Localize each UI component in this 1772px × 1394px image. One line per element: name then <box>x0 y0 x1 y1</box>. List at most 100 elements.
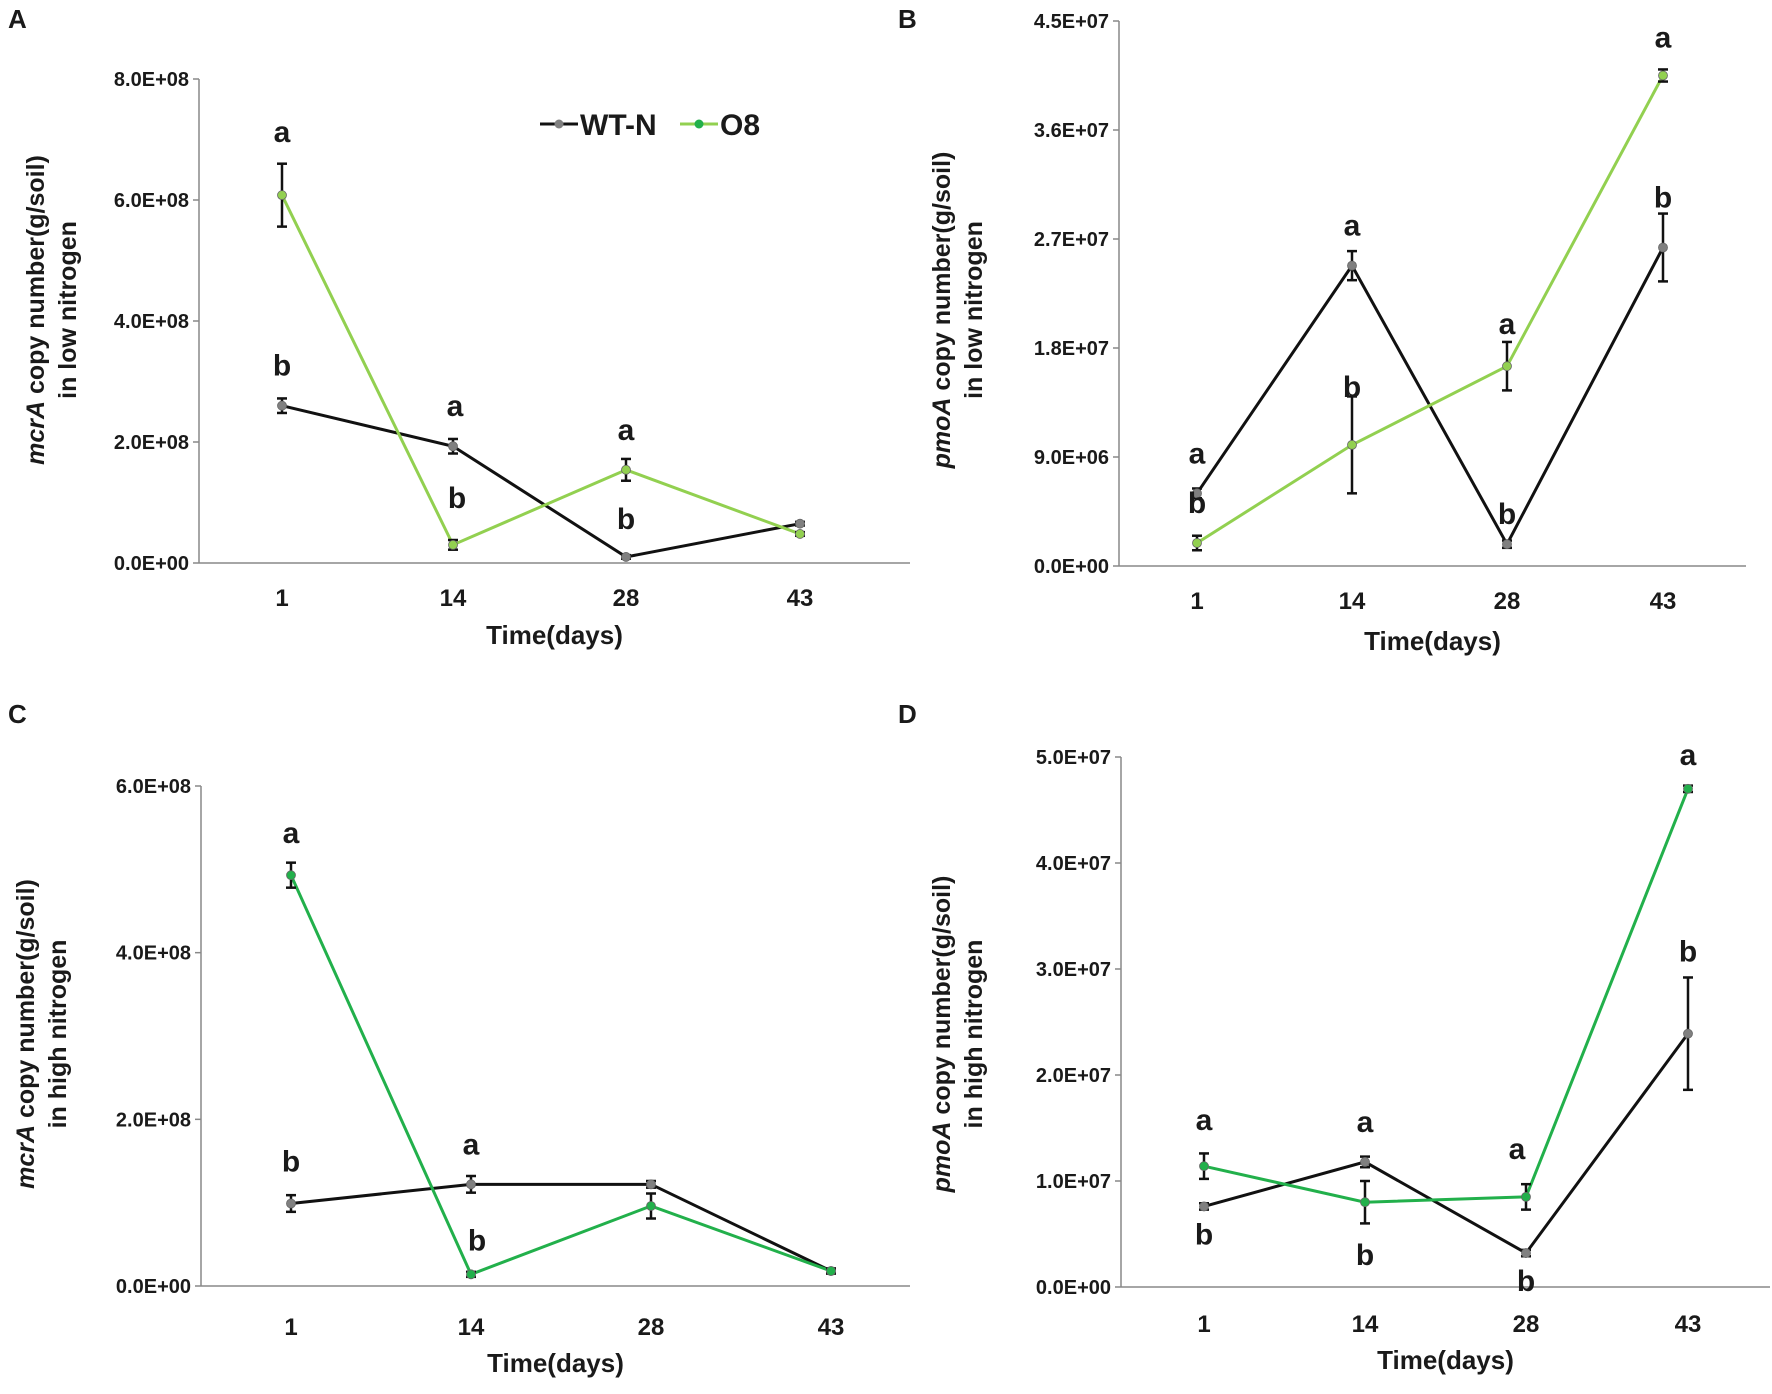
data-point <box>448 539 458 550</box>
significance-letter: a <box>1499 308 1516 341</box>
x-tick-label: 1 <box>284 1314 297 1341</box>
x-tick-label: 14 <box>1339 588 1366 615</box>
x-tick-label: 1 <box>1190 588 1203 615</box>
data-point <box>1192 538 1202 548</box>
x-tick-label: 14 <box>440 585 467 612</box>
legend-label-o8: O8 <box>720 109 760 142</box>
panel-d: D 0.0E+00 1.0E+07 2.0E+07 3.0E+07 4.0E+07 5.0E… <box>898 699 1770 1375</box>
series-line-o8 <box>280 194 801 547</box>
y-tick-label: 1.0E+07 <box>1036 1171 1111 1193</box>
y-tick-label: 0.0E+00 <box>1034 556 1109 578</box>
y-axis-gene: pmoA <box>928 398 956 470</box>
data-point <box>795 529 805 539</box>
significance-letter: b <box>1195 1218 1213 1251</box>
significance-letter: a <box>1196 1104 1213 1137</box>
data-point <box>621 552 631 562</box>
significance-letter: b <box>468 1224 486 1257</box>
y-axis-gene: pmoA <box>928 1122 956 1194</box>
data-point <box>1658 242 1668 253</box>
significance-letter: b <box>448 482 466 515</box>
y-tick-label: 2.0E+07 <box>1036 1065 1111 1087</box>
panel-b: B 0.0E+00 9.0E+06 1.8E+07 2.7E+07 3.6E+07 4.5E… <box>898 4 1746 656</box>
data-point <box>1502 361 1512 372</box>
x-tick-label: 43 <box>818 1314 845 1341</box>
y-tick-label: 2.0E+08 <box>114 432 189 454</box>
y-tick-label: 4.5E+07 <box>1034 11 1109 33</box>
y-axis-title-line2: in high nitrogen <box>44 940 72 1129</box>
data-point <box>646 1179 656 1190</box>
y-tick-label: 2.7E+07 <box>1034 229 1109 251</box>
data-point <box>466 1179 476 1190</box>
significance-letter: b <box>282 1146 300 1179</box>
y-axis-title: mcrA copy number(g/soil) <box>12 879 40 1189</box>
y-tick-label: 4.0E+08 <box>116 943 191 965</box>
series-line-wt-n <box>1203 1032 1690 1256</box>
significance-letter: a <box>1344 210 1361 243</box>
data-point <box>277 400 287 411</box>
x-tick-label: 1 <box>275 585 288 612</box>
significance-letter: b <box>1356 1239 1374 1272</box>
significance-letter: b <box>273 350 291 383</box>
legend: WT-N O8 <box>540 109 760 142</box>
x-axis-title: Time(days) <box>487 1348 624 1378</box>
significance-letter: b <box>1654 181 1672 214</box>
y-tick-label: 0.0E+00 <box>116 1276 191 1298</box>
y-tick-label: 4.0E+07 <box>1036 853 1111 875</box>
significance-letter: a <box>283 817 300 850</box>
data-point <box>277 190 287 201</box>
y-axis-title: mcrA copy number(g/soil) <box>22 155 50 465</box>
data-point <box>1658 70 1668 81</box>
x-tick-label: 43 <box>1650 588 1677 615</box>
y-tick-label: 6.0E+08 <box>114 190 189 212</box>
y-tick-label: 4.0E+08 <box>114 311 189 333</box>
panel-letter-a: A <box>8 4 27 34</box>
x-tick-label: 1 <box>1197 1311 1210 1338</box>
y-tick-label: 0.0E+00 <box>1036 1277 1111 1299</box>
x-tick-label: 14 <box>458 1314 485 1341</box>
series-line-wt-n <box>281 404 801 559</box>
y-tick-label: 3.6E+07 <box>1034 120 1109 142</box>
data-point <box>1199 1161 1209 1172</box>
y-axis-title-line2: in low nitrogen <box>960 221 988 399</box>
data-point <box>795 518 805 529</box>
data-point <box>1347 260 1357 271</box>
significance-letter: a <box>447 390 464 423</box>
significance-letter: b <box>1679 936 1697 969</box>
data-point <box>1683 783 1693 794</box>
x-axis-title: Time(days) <box>1364 626 1501 656</box>
data-point <box>1199 1201 1209 1212</box>
y-tick-label: 2.0E+08 <box>116 1109 191 1131</box>
significance-letter: a <box>1357 1106 1374 1139</box>
data-point <box>286 1198 296 1209</box>
y-axis-gene: mcrA <box>22 401 50 465</box>
x-tick-label: 43 <box>787 585 814 612</box>
y-axis-title: pmoA copy number(g/soil) <box>928 876 956 1194</box>
panel-letter-d: D <box>898 699 917 729</box>
x-axis-title: Time(days) <box>486 620 623 650</box>
significance-letter: a <box>1509 1133 1526 1166</box>
data-point <box>621 464 631 475</box>
series-line-o8 <box>1196 74 1665 545</box>
y-axis-title: pmoA copy number(g/soil) <box>928 152 956 470</box>
data-point <box>1192 488 1202 499</box>
significance-letter: b <box>1343 371 1361 404</box>
data-point <box>448 441 458 452</box>
data-point <box>1360 1197 1370 1208</box>
legend-marker-wt-n <box>554 119 564 129</box>
data-point <box>1502 539 1512 550</box>
data-point <box>1521 1248 1531 1258</box>
data-point <box>1521 1192 1531 1202</box>
data-point <box>286 870 296 881</box>
y-tick-label: 9.0E+06 <box>1034 447 1109 469</box>
legend-marker-o8 <box>694 119 704 129</box>
x-tick-label: 28 <box>613 585 640 612</box>
significance-letter: a <box>618 414 635 447</box>
y-tick-label: 1.8E+07 <box>1034 338 1109 360</box>
significance-letter: b <box>1517 1265 1535 1298</box>
legend-label-wt-n: WT-N <box>580 109 657 142</box>
panel-letter-c: C <box>8 699 27 729</box>
x-tick-label: 28 <box>1513 1311 1540 1338</box>
x-tick-label: 28 <box>638 1314 665 1341</box>
significance-letter: a <box>1189 437 1206 470</box>
